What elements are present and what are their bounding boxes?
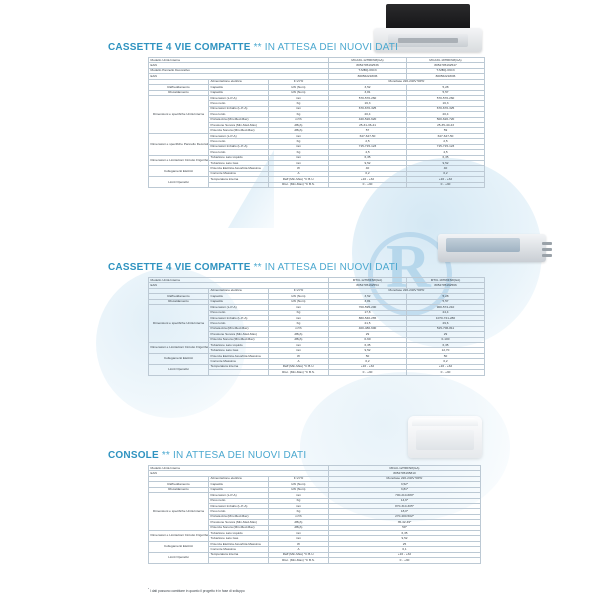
row-label xyxy=(208,369,269,376)
spec-table-wrap-2: Modello Unità Interna MTIU-12HWFN8(GA) MTI… xyxy=(148,276,600,376)
section-title-main-1: CASSETTE 4 VIE COMPATTE xyxy=(108,42,251,53)
row-unit: Risc. (Min-Max) °C B.S. xyxy=(268,369,329,376)
row-group-label: Collegamenti Elettrici xyxy=(148,165,209,178)
console-unit-photo xyxy=(404,412,490,464)
row-group-label: Dimensioni e specifiche Unità Interna xyxy=(148,492,209,532)
ducted-fin-2 xyxy=(542,248,552,251)
row-group-label: Dimensioni e specifiche Unità Interna xyxy=(148,94,209,134)
row-group-label: Dimensioni e specifiche Pannello Decorat… xyxy=(148,132,209,156)
row-value: 0 - +30 xyxy=(328,557,481,564)
row-group-label: Dimensioni e specifiche Unità Interna xyxy=(148,304,209,344)
footnote-marker: * xyxy=(148,588,150,591)
row-label xyxy=(208,557,269,564)
section-cassette-1: CASSETTE 4 VIE COMPATTE ** IN ATTESA DEI… xyxy=(0,42,600,189)
footnote: * I dati possono cambiare in quanto il p… xyxy=(148,588,245,593)
console-top xyxy=(412,418,478,426)
section-title-3: CONSOLE ** IN ATTESA DEI NUOVI DATI xyxy=(108,450,600,461)
section-cassette-2: CASSETTE 4 VIE COMPATTE ** IN ATTESA DEI… xyxy=(0,262,600,376)
section-title-2: CASSETTE 4 VIE COMPATTE ** IN ATTESA DEI… xyxy=(108,262,600,273)
table-row: Alimentazione elettrica F-V-Hz Monofase 22… xyxy=(148,287,485,295)
spec-table-wrap-1: Modello Unità Interna MCA3U-12HRFN8(GA) MC… xyxy=(148,56,600,189)
row-label xyxy=(208,181,269,189)
section-title-note-3: ** IN ATTESA DEI NUOVI DATI xyxy=(161,450,307,461)
spec-table-console: Modello Unità Interna MFAU-12HRFN8(GA) EAN… xyxy=(148,464,481,564)
row-unit: Risc. (Min-Max) °C B.S. xyxy=(268,557,329,564)
console-vent xyxy=(416,430,474,450)
ducted-face xyxy=(446,238,520,252)
cassette-unit-photo xyxy=(374,2,482,54)
section-title-main-3: CONSOLE xyxy=(108,450,159,461)
section-title-note-2: ** IN ATTESA DEI NUOVI DATI xyxy=(253,262,399,273)
row-group-label: Limiti Operativi xyxy=(148,551,209,564)
section-console: CONSOLE ** IN ATTESA DEI NUOVI DATI Mode… xyxy=(0,450,600,564)
cassette-slot xyxy=(398,38,458,43)
row-group-label: Limiti Operativi xyxy=(148,363,209,376)
ducted-unit-photo xyxy=(438,228,558,268)
ducted-fin-3 xyxy=(542,254,552,257)
row-group-label: Dimensioni e Limitazioni Circuito Frigor… xyxy=(148,530,209,542)
footnote-text: I dati possono cambiare in quanto il pro… xyxy=(149,589,245,594)
table-row: Dimensioni e specifiche Unità Interna Dim… xyxy=(148,94,485,134)
table-row: Risc. (Min-Max) °C B.S. 0 - +30 0 - +30 xyxy=(149,181,485,189)
row-value: 0 - +30 xyxy=(328,369,407,376)
row-group-label: Collegamenti Elettrici xyxy=(148,352,209,365)
row-value: 0 - +30 xyxy=(328,181,407,189)
ducted-fin-1 xyxy=(542,242,552,245)
table-row: Risc. (Min-Max) °C B.S. 0 - +30 0 - +30 xyxy=(149,369,485,376)
spec-table-wrap-3: Modello Unità Interna MFAU-12HRFN8(GA) EAN… xyxy=(148,464,600,564)
row-value: 0 - +30 xyxy=(406,181,485,189)
row-group-label: Limiti Operativi xyxy=(148,176,209,189)
table-row: Dimensioni Imballo (L-P-A) mm 715-715-123 7… xyxy=(149,143,485,151)
spec-table-cassette-4-vie-compatte-2: Modello Unità Interna MTIU-12HWFN8(GA) MTI… xyxy=(148,276,485,376)
section-title-1: CASSETTE 4 VIE COMPATTE ** IN ATTESA DEI… xyxy=(108,42,600,53)
section-title-main-2: CASSETTE 4 VIE COMPATTE xyxy=(108,262,251,273)
section-title-note-1: ** IN ATTESA DEI NUOVI DATI xyxy=(253,42,399,53)
table-row: Risc. (Min-Max) °C B.S. 0 - +30 xyxy=(149,557,481,564)
row-group-label: Dimensioni e Limitazioni Circuito Frigor… xyxy=(148,154,209,167)
table-row: Raffreddamento Capacità kW (Nom) 3,52 5,28 xyxy=(148,84,485,91)
row-group-label: Dimensioni e Limitazioni Circuito Frigor… xyxy=(148,342,209,354)
row-value: 0 - +30 xyxy=(406,369,485,376)
row-unit: Risc. (Min-Max) °C B.S. xyxy=(268,181,329,189)
row-group-label: Collegamenti Elettrici xyxy=(148,540,209,553)
spec-table-cassette-4-vie-compatte-1: Modello Unità Interna MCA3U-12HRFN8(GA) MC… xyxy=(148,56,485,189)
table-row: Pressione Sonora (Min-Med-Max) dB(A) 25-31… xyxy=(149,122,485,129)
